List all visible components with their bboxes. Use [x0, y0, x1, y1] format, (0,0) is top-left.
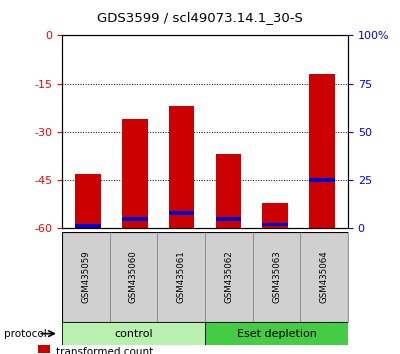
Text: transformed count: transformed count [56, 347, 153, 354]
Bar [62, 232, 110, 322]
Bar [205, 232, 253, 322]
Bar [169, 106, 194, 228]
Bar [253, 232, 300, 322]
Bar [169, 211, 194, 215]
Bar [110, 232, 157, 322]
Bar [262, 202, 288, 228]
Bar [216, 154, 241, 228]
Text: GSM435064: GSM435064 [320, 251, 329, 303]
Text: GSM435059: GSM435059 [81, 251, 90, 303]
Bar [205, 322, 348, 345]
Text: GSM435063: GSM435063 [272, 251, 281, 303]
Bar [75, 174, 101, 228]
Bar [262, 223, 288, 227]
Bar [62, 322, 205, 345]
Bar [75, 224, 101, 228]
Text: protocol: protocol [4, 329, 47, 339]
Bar [216, 217, 241, 221]
Bar [300, 232, 348, 322]
Text: GSM435062: GSM435062 [224, 251, 233, 303]
Text: Eset depletion: Eset depletion [236, 329, 316, 339]
Bar [122, 119, 148, 228]
Bar [122, 217, 148, 221]
Bar [309, 74, 335, 228]
Text: control: control [114, 329, 153, 339]
Bar [157, 232, 205, 322]
Bar [309, 178, 335, 182]
Text: GSM435061: GSM435061 [177, 251, 186, 303]
Text: GSM435060: GSM435060 [129, 251, 138, 303]
Text: GDS3599 / scl49073.14.1_30-S: GDS3599 / scl49073.14.1_30-S [97, 11, 303, 24]
